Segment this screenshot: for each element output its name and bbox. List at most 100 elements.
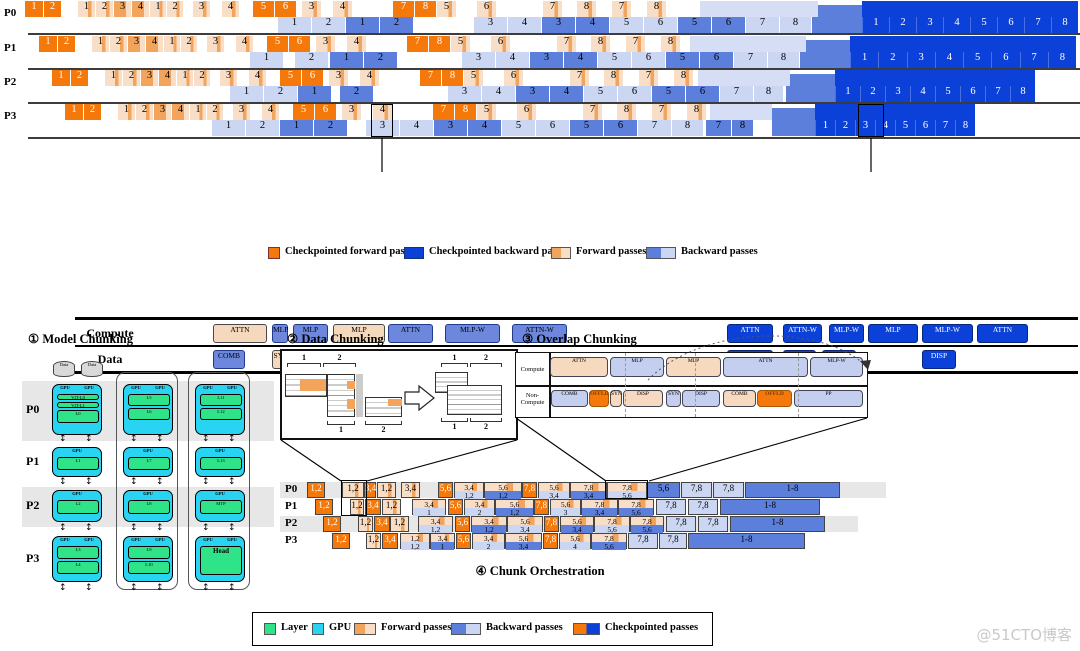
gpu-box: GPU GPU L3 L4 — [52, 536, 102, 582]
backward-block: 6 — [632, 52, 666, 68]
updown-arrow-icon: ↕ — [156, 583, 164, 593]
gpu-box-header: GPU GPU — [196, 537, 244, 545]
checkpointed-backward-cell: 2 — [860, 86, 885, 102]
forward-block: 1 — [39, 36, 58, 52]
orch-p-label: P0 — [285, 483, 298, 495]
backward-block: 5 — [666, 52, 700, 68]
gpu-label: GPU — [131, 537, 141, 542]
orch-split-bottom: 1 — [431, 542, 454, 551]
compute-op-box: ATTN-W — [783, 324, 822, 343]
backward-block: 1 — [278, 17, 312, 33]
forward-block: 2 — [84, 104, 102, 120]
compute-op-box: MLP — [293, 324, 328, 343]
backward-leadin — [818, 5, 862, 33]
gpu-label: GPU — [72, 448, 82, 453]
fwd2-legend-swatch — [354, 623, 376, 635]
backward-block: 8 — [768, 52, 800, 68]
backward-spill — [690, 36, 806, 52]
forward-block: 8 — [647, 1, 667, 17]
forward-block: 7 — [543, 1, 563, 17]
layer-cell: L2 — [57, 500, 99, 514]
orch-split-top: 3,4 — [465, 500, 494, 509]
forward-block: 1 — [190, 104, 207, 120]
gpu-label: GPU — [215, 491, 225, 496]
checkpointed-backward-cell: 6 — [960, 86, 985, 102]
legend-label: Forward passes — [381, 622, 452, 633]
orch-block: 7,8 — [698, 516, 728, 532]
forward-block: 3 — [154, 104, 172, 120]
gpu-box: GPU GPU L9 L10 — [123, 536, 173, 582]
brace-label: 1 — [339, 425, 343, 434]
orch-split-block: 3,4 2 — [464, 499, 495, 517]
overlap-noncompute-block: DISP — [682, 390, 720, 407]
layer-cell: MTP — [200, 500, 242, 514]
forward-block: 6 — [275, 1, 297, 17]
forward-block: 3 — [329, 70, 349, 86]
backward-block: 6 — [712, 17, 746, 33]
orch-block: 3,4 — [365, 499, 381, 515]
forward-block: 1 — [118, 104, 136, 120]
updown-arrow-icon: ↕ — [202, 523, 210, 533]
gpu-box-header: GPU GPU — [53, 537, 101, 545]
pipeline-row-label: P2 — [4, 76, 17, 88]
gpu-box: GPU L8 — [123, 490, 173, 522]
orch-block: 3,4 — [364, 482, 376, 498]
checkpointed-backward-cell: 8 — [1051, 17, 1078, 33]
orch-split-bottom: 5,6 — [608, 491, 646, 500]
orch-block: 1-8 — [720, 499, 820, 515]
checkpointed-backward-cell: 1 — [815, 120, 835, 136]
brace-label: 2 — [381, 425, 386, 434]
backward-block: 5 — [570, 120, 604, 136]
data-chunking-title: ② Data Chunking — [287, 332, 384, 346]
model-chunking-title: ① Model Chunking — [28, 332, 133, 346]
forward-block: 7 — [570, 70, 590, 86]
orch-split-bottom: 4 — [560, 542, 590, 551]
updown-arrow-icon: ↕ — [130, 434, 138, 444]
gpu-label: GPU — [155, 537, 165, 542]
forward-block: 6 — [315, 104, 337, 120]
orch-block: 7,8 — [656, 499, 686, 515]
forward-block: 2 — [123, 70, 141, 86]
backward-leadin — [790, 74, 835, 102]
model-p-label: P3 — [26, 551, 40, 565]
backward-block: 7 — [720, 86, 754, 102]
orch-split-block: 5,6 3 — [550, 499, 581, 517]
forward-block: 8 — [577, 1, 597, 17]
orch-block: 1,2 — [358, 516, 373, 532]
orch-split-block: 5,6 1,2 — [484, 482, 522, 500]
backward-block: 8 — [754, 86, 784, 102]
orch-block: 1,2 — [390, 516, 409, 532]
orch-block: 3,4 — [374, 516, 390, 532]
orch-split-block: 7,8 3,4 — [581, 499, 618, 517]
overlap-compute-label: Compute — [520, 366, 545, 373]
orch-split-top: 7,8 — [608, 483, 646, 492]
forward-block: 8 — [604, 70, 624, 86]
backward-block: 1 — [298, 86, 332, 102]
orch-split-block: 7,8 5,6 — [607, 482, 647, 500]
layer-cell: L5 — [128, 394, 170, 406]
gpu-box-header: GPU — [124, 448, 172, 456]
backward-block: 2 — [246, 120, 280, 136]
backward-block: 5 — [598, 52, 632, 68]
forward-block: 8 — [429, 36, 451, 52]
overlap-chunking-title: ③ Overlap Chunking — [522, 332, 637, 346]
orch-split-block: 7,8 5,6 — [618, 499, 654, 517]
backward-block: 7 — [746, 17, 780, 33]
layer-cell: VIT-L0 — [57, 394, 99, 400]
overlap-noncompute-block: SYN — [610, 390, 622, 407]
cyan-legend-swatch — [312, 623, 324, 635]
orch-block: 1-8 — [745, 482, 840, 498]
checkpointed-backward-cell: 5 — [970, 17, 997, 33]
orch-block: 1-8 — [730, 516, 825, 532]
layer-cell: L12 — [200, 408, 242, 420]
orch-split-bottom: 5,6 — [595, 525, 629, 534]
gpu-label: GPU — [84, 385, 94, 390]
overlap-noncompute-block: PP — [794, 390, 863, 407]
chunk-orchestration-title: ④ Chunk Orchestration — [475, 564, 605, 578]
orch-block: 7,8 — [628, 533, 658, 549]
backward-block: 1 — [346, 17, 380, 33]
forward-block: 2 — [181, 36, 198, 52]
backward-block: 6 — [644, 17, 678, 33]
forward-block: 6 — [289, 36, 311, 52]
backward-spill — [698, 70, 790, 86]
